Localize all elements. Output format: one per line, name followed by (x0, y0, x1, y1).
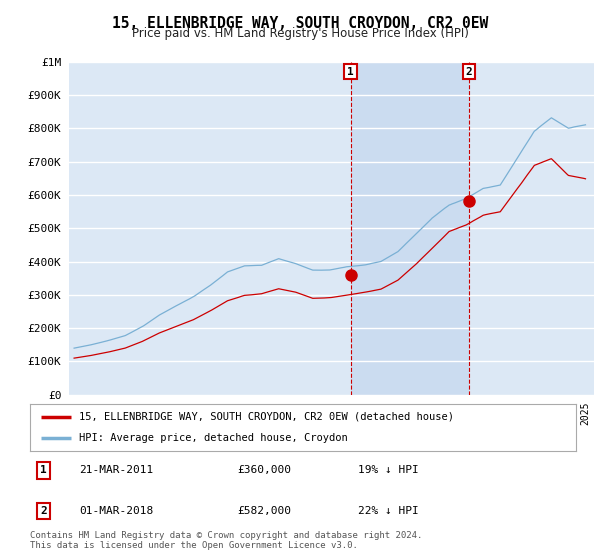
Text: 1: 1 (40, 465, 47, 475)
Text: 15, ELLENBRIDGE WAY, SOUTH CROYDON, CR2 0EW (detached house): 15, ELLENBRIDGE WAY, SOUTH CROYDON, CR2 … (79, 412, 454, 422)
Text: 15, ELLENBRIDGE WAY, SOUTH CROYDON, CR2 0EW: 15, ELLENBRIDGE WAY, SOUTH CROYDON, CR2 … (112, 16, 488, 31)
Text: 21-MAR-2011: 21-MAR-2011 (79, 465, 154, 475)
Text: 2: 2 (466, 67, 472, 77)
Text: 1: 1 (347, 67, 354, 77)
Text: £360,000: £360,000 (238, 465, 292, 475)
Text: Contains HM Land Registry data © Crown copyright and database right 2024.
This d: Contains HM Land Registry data © Crown c… (30, 531, 422, 550)
Text: Price paid vs. HM Land Registry's House Price Index (HPI): Price paid vs. HM Land Registry's House … (131, 27, 469, 40)
Text: 2: 2 (40, 506, 47, 516)
Text: 19% ↓ HPI: 19% ↓ HPI (358, 465, 418, 475)
Text: £582,000: £582,000 (238, 506, 292, 516)
Text: 22% ↓ HPI: 22% ↓ HPI (358, 506, 418, 516)
Bar (350, 62, 469, 395)
Text: HPI: Average price, detached house, Croydon: HPI: Average price, detached house, Croy… (79, 433, 348, 444)
Text: 01-MAR-2018: 01-MAR-2018 (79, 506, 154, 516)
